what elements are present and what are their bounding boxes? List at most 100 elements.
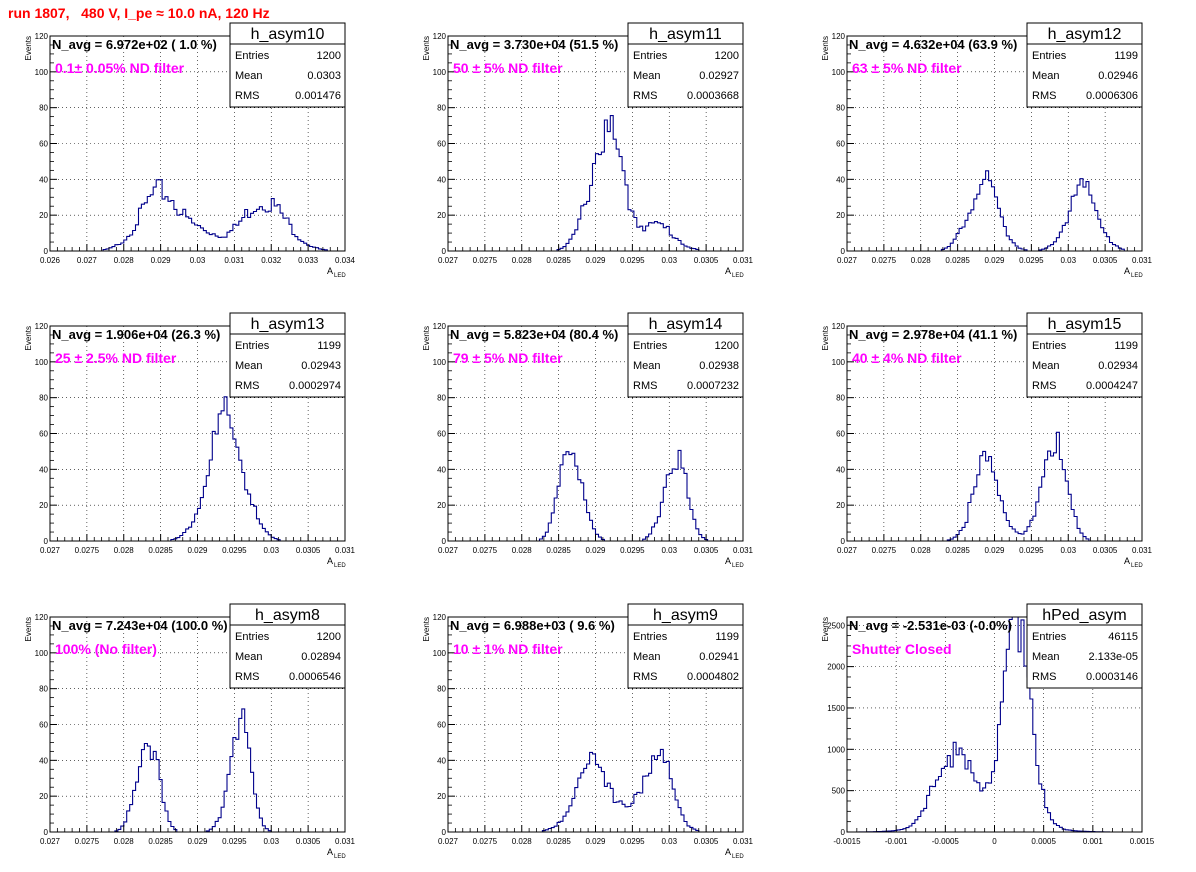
y-tick-label: 120: [35, 32, 49, 41]
x-tick-label: 0.027: [837, 546, 858, 555]
x-tick-label: 0.03: [1060, 256, 1076, 265]
y-tick-label: 0: [442, 247, 447, 256]
navg-label: N_avg = -2.531e-03 (-0.0%): [849, 618, 1012, 633]
x-tick-label: 0.0295: [222, 837, 247, 846]
stats-value: 0.0006306: [1086, 90, 1138, 102]
y-tick-label: 0: [841, 828, 846, 837]
y-tick-label: 60: [437, 140, 446, 149]
y-tick-label: 20: [836, 501, 845, 510]
x-tick-label: 0.026: [40, 256, 61, 265]
stats-key: Entries: [633, 50, 668, 62]
y-tick-label: 60: [836, 140, 845, 149]
x-tick-label: 0.0275: [75, 837, 100, 846]
y-tick-label: 2000: [827, 663, 845, 672]
y-tick-label: 0: [44, 828, 49, 837]
x-tick-label: 0.0305: [296, 837, 321, 846]
y-tick-label: 120: [35, 613, 49, 622]
y-tick-label: 20: [39, 501, 48, 510]
y-axis-title: Events: [24, 617, 33, 641]
stats-value: 0.0003146: [1086, 671, 1138, 683]
x-tick-label: 0.03: [661, 546, 677, 555]
y-tick-label: 120: [433, 322, 447, 331]
histogram-panel: 0.027 0.0275 0.028 0.0285 0.029 0.0295 0.03 0.0…: [422, 603, 754, 860]
histogram-name: h_asym15: [1048, 316, 1122, 333]
filter-label: 50 ± 5% ND filter: [453, 60, 563, 76]
y-axis-title: Events: [422, 36, 431, 60]
x-axis-title-subscript: LED: [732, 273, 744, 279]
y-tick-label: 80: [437, 394, 446, 403]
histogram-name: h_asym12: [1048, 26, 1122, 43]
x-tick-label: 0.0285: [945, 256, 970, 265]
x-tick-label: 0.028: [512, 546, 533, 555]
x-tick-label: 0.0285: [148, 837, 173, 846]
stats-box: [1026, 312, 1143, 398]
stats-value: 0.02941: [699, 651, 739, 663]
stats-box: [1026, 22, 1143, 108]
y-tick-label: 60: [437, 721, 446, 730]
x-tick-label: 0.0305: [694, 837, 719, 846]
navg-label: N_avg = 4.632e+04 (63.9 %): [849, 37, 1017, 52]
y-tick-label: 60: [437, 430, 446, 439]
x-tick-label: 0.029: [984, 546, 1005, 555]
stats-key: RMS: [1032, 90, 1056, 102]
x-tick-label: 0.03: [1060, 546, 1076, 555]
x-tick-label: 0.031: [733, 837, 754, 846]
y-tick-label: 40: [437, 756, 446, 765]
histogram-line: [847, 616, 1142, 833]
stats-key: Entries: [633, 631, 668, 643]
y-tick-label: 120: [832, 322, 846, 331]
x-tick-label: 0.0285: [945, 546, 970, 555]
histogram-panel: 0.027 0.0275 0.028 0.0285 0.029 0.0295 0.03 0.0…: [422, 312, 754, 569]
navg-label: N_avg = 6.972e+02 ( 1.0 %): [52, 37, 217, 52]
histogram-panel: 0.027 0.0275 0.028 0.0285 0.029 0.0295 0.03 0.0…: [821, 312, 1153, 569]
stats-value: 0.02943: [301, 360, 341, 372]
x-tick-label: 0.03: [190, 256, 206, 265]
x-tick-label: 0.028: [114, 546, 135, 555]
x-tick-label: 0.028: [512, 837, 533, 846]
stats-key: RMS: [235, 671, 259, 683]
y-tick-label: 1500: [827, 704, 845, 713]
y-tick-label: 40: [437, 175, 446, 184]
x-tick-label: 0.0275: [473, 837, 498, 846]
y-tick-label: 80: [437, 104, 446, 113]
stats-value: 2.133e-05: [1088, 651, 1138, 663]
x-tick-label: 0.0305: [296, 546, 321, 555]
y-tick-label: 40: [836, 175, 845, 184]
y-tick-label: 40: [437, 465, 446, 474]
stats-box: [229, 603, 346, 689]
stats-key: RMS: [1032, 380, 1056, 392]
y-tick-label: 0: [442, 828, 447, 837]
x-tick-label: 0.0285: [546, 256, 571, 265]
histogram-panel: 0.027 0.0275 0.028 0.0285 0.029 0.0295 0.03 0.0…: [422, 22, 754, 279]
x-tick-label: 0.0015: [1130, 837, 1155, 846]
x-tick-label: 0.031: [224, 256, 245, 265]
stats-box: [627, 22, 744, 108]
y-tick-label: 40: [39, 465, 48, 474]
stats-key: Entries: [235, 50, 270, 62]
histogram-name: hPed_asym: [1042, 607, 1127, 624]
y-tick-label: 100: [35, 68, 49, 77]
stats-value: 1200: [317, 631, 341, 643]
stats-value: 0.0003668: [687, 90, 739, 102]
y-tick-label: 2500: [827, 621, 845, 630]
run-title: run 1807, 480 V, I_pe ≈ 10.0 nA, 120 Hz: [8, 5, 270, 21]
y-tick-label: 20: [437, 792, 446, 801]
stats-value: 1199: [715, 631, 739, 643]
y-tick-label: 20: [437, 501, 446, 510]
navg-label: N_avg = 5.823e+04 (80.4 %): [450, 327, 618, 342]
x-tick-label: 0.0275: [75, 546, 100, 555]
x-tick-label: 0.0285: [546, 837, 571, 846]
x-tick-label: 0.03: [661, 256, 677, 265]
stats-key: Entries: [1032, 50, 1067, 62]
stats-key: Mean: [1032, 651, 1060, 663]
stats-key: RMS: [235, 90, 259, 102]
stats-value: 0.02927: [699, 70, 739, 82]
stats-value: 0.0004247: [1086, 380, 1138, 392]
filter-label: 63 ± 5% ND filter: [852, 60, 962, 76]
x-axis-title-subscript: LED: [334, 563, 346, 569]
x-tick-label: 0.0275: [473, 546, 498, 555]
y-tick-label: 20: [437, 211, 446, 220]
x-tick-label: 0.029: [151, 256, 172, 265]
y-tick-label: 80: [39, 394, 48, 403]
